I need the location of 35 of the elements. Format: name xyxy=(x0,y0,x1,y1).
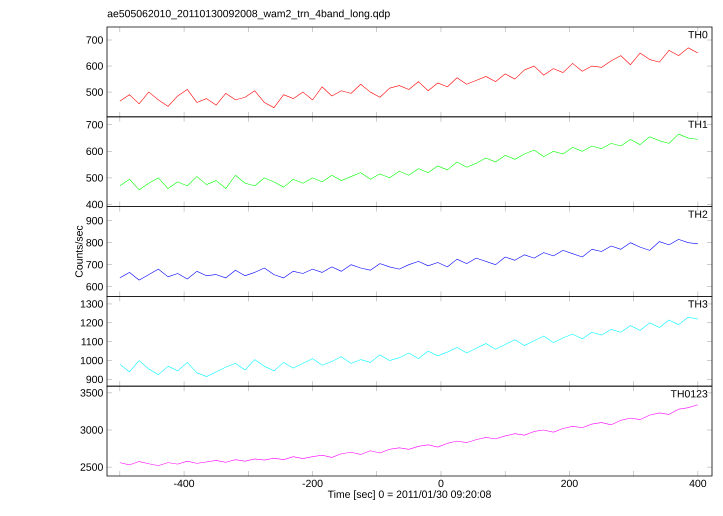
series-label: TH0123 xyxy=(670,390,708,398)
y-tick-label: 2500 xyxy=(80,463,103,471)
y-tick-label: 700 xyxy=(86,261,103,268)
x-tick-label: -200 xyxy=(302,480,323,488)
y-tick-label: 3000 xyxy=(80,426,103,434)
line-series xyxy=(120,134,698,190)
y-tick-label: 1000 xyxy=(80,356,103,364)
y-tick-label: 1100 xyxy=(82,338,103,346)
y-axis-title: Counts/sec xyxy=(75,226,83,278)
series-label: TH0 xyxy=(688,30,708,38)
y-tick-label: 700 xyxy=(86,121,103,128)
y-tick-label: 800 xyxy=(86,239,103,246)
series-label: TH3 xyxy=(688,300,708,308)
chart-title: ae505062010_20110130092008_wam2_trn_4band_long.qdp xyxy=(108,10,390,20)
y-tick-label: 1300 xyxy=(80,300,103,308)
y-tick-label: 400 xyxy=(86,200,103,208)
x-tick-label: 200 xyxy=(561,480,578,488)
x-tick-label: -400 xyxy=(174,480,194,488)
x-tick-label: 0 xyxy=(438,480,444,488)
line-series xyxy=(120,316,698,377)
y-tick-label: 1200 xyxy=(80,319,103,327)
y-tick-label: 600 xyxy=(86,62,103,70)
y-tick-label: 900 xyxy=(86,216,103,224)
text: TH2 xyxy=(688,210,708,218)
y-tick-label: 600 xyxy=(86,283,103,290)
y-tick-label: 500 xyxy=(86,88,103,96)
line-series xyxy=(120,48,698,108)
y-tick-label: 900 xyxy=(86,376,103,384)
x-axis-title: Time [sec] 0 = 2011/01/30 09:20:08 xyxy=(328,490,491,500)
y-tick-label: 3500 xyxy=(80,389,103,397)
y-tick-label: 600 xyxy=(86,148,103,156)
x-tick-label: 400 xyxy=(689,480,706,488)
y-tick-label: 500 xyxy=(86,174,103,182)
y-tick-label: 700 xyxy=(86,36,103,44)
series-label: TH1 xyxy=(688,120,708,128)
